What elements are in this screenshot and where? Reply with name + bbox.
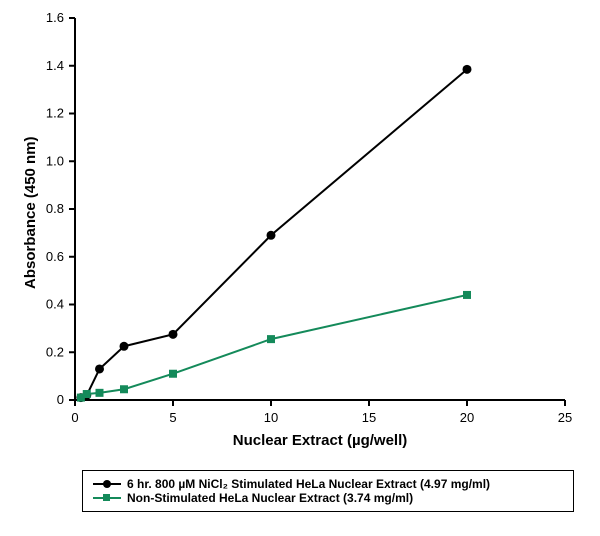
svg-text:5: 5: [169, 410, 176, 425]
x-axis-label: Nuclear Extract (µg/well): [220, 432, 420, 449]
svg-text:1.2: 1.2: [46, 106, 64, 121]
svg-text:1.4: 1.4: [46, 58, 64, 73]
svg-text:0: 0: [71, 410, 78, 425]
svg-text:15: 15: [362, 410, 376, 425]
svg-text:1.0: 1.0: [46, 153, 64, 168]
legend-item: 6 hr. 800 µM NiCl₂ Stimulated HeLa Nucle…: [93, 477, 563, 491]
legend-label: Non-Stimulated HeLa Nuclear Extract (3.7…: [127, 491, 413, 505]
svg-text:0.2: 0.2: [46, 344, 64, 359]
svg-text:25: 25: [558, 410, 572, 425]
figure-container: 0 5 10 15 20 25 0 0.2 0.4 0.6 0.8 1.0 1.2 1.4 1.6 Abso…: [0, 0, 600, 536]
svg-text:0.4: 0.4: [46, 297, 64, 312]
svg-text:0: 0: [57, 392, 64, 407]
svg-text:20: 20: [460, 410, 474, 425]
legend-label: 6 hr. 800 µM NiCl₂ Stimulated HeLa Nucle…: [127, 477, 490, 491]
line-chart: 0 5 10 15 20 25 0 0.2 0.4 0.6 0.8 1.0 1.2 1.4 1.6: [0, 0, 600, 536]
legend-marker-icon: [93, 492, 121, 504]
legend-marker-icon: [93, 478, 121, 490]
legend: 6 hr. 800 µM NiCl₂ Stimulated HeLa Nucle…: [82, 470, 574, 512]
svg-text:0.6: 0.6: [46, 249, 64, 264]
svg-text:0.8: 0.8: [46, 201, 64, 216]
svg-text:1.6: 1.6: [46, 10, 64, 25]
svg-text:10: 10: [264, 410, 278, 425]
legend-item: Non-Stimulated HeLa Nuclear Extract (3.7…: [93, 491, 563, 505]
y-axis-label: Absorbance (450 nm): [22, 136, 39, 289]
